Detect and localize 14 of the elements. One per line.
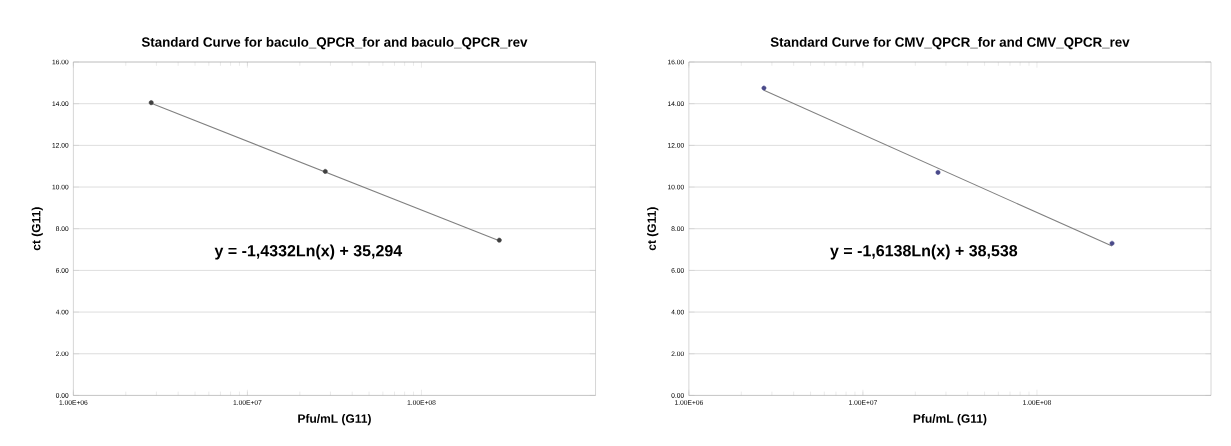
point [322, 168, 328, 174]
x-axis-title: Pfu/mL (G11) [913, 413, 987, 426]
y-axis-title: ct (G11) [31, 207, 43, 251]
point [148, 100, 154, 105]
point [935, 170, 941, 175]
point [1109, 240, 1115, 246]
y-axis-title: ct (G11) [647, 207, 659, 251]
chart-title: Standard Curve for baculo_QPCR_for and baculo_QPCR_rev [141, 36, 528, 50]
chart-title: Standard Curve for CMV_QPCR_for and CMV_QPCR_rev [770, 36, 1130, 50]
annotation: y = -1,4332Ln(x) + 35,294 [214, 244, 403, 260]
point [496, 237, 502, 243]
annotation: y = -1,6138Ln(x) + 38,538 [830, 244, 1018, 260]
x-axis-title: Pfu/mL (G11) [298, 413, 371, 426]
point [761, 85, 767, 91]
